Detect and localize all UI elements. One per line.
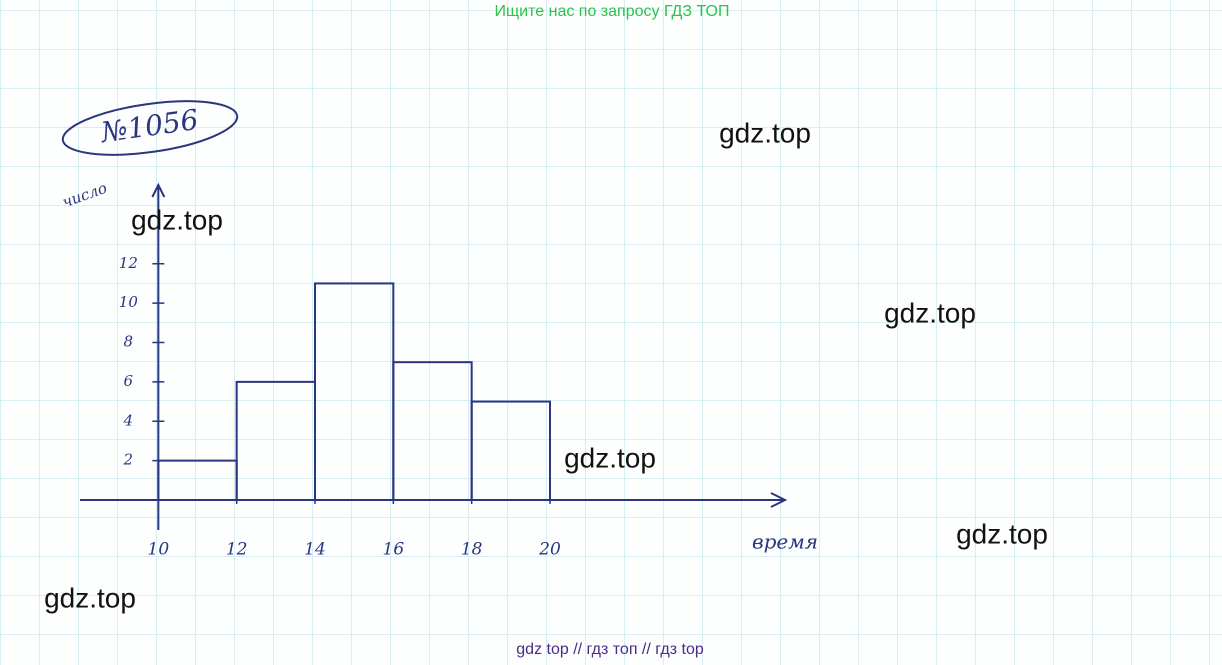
x-tick-label: 16 bbox=[383, 540, 405, 560]
x-tick-label: 18 bbox=[461, 540, 483, 560]
y-tick-label: 6 bbox=[124, 372, 134, 390]
watermark: gdz.top bbox=[564, 442, 656, 473]
title-ellipse bbox=[61, 100, 239, 156]
header: Ищите нас по запросу ГДЗ ТОП bbox=[495, 3, 730, 20]
y-tick-label: 12 bbox=[119, 254, 138, 272]
bar bbox=[235, 380, 317, 501]
watermark: gdz.top bbox=[956, 518, 1048, 549]
watermark: gdz.top bbox=[719, 117, 811, 148]
bar bbox=[157, 459, 238, 501]
y-axis-arrow bbox=[151, 182, 166, 198]
bar bbox=[470, 400, 551, 501]
bar bbox=[314, 282, 395, 501]
x-axis-arrow bbox=[770, 492, 788, 508]
watermark: gdz.top bbox=[44, 582, 136, 613]
watermark: gdz.top bbox=[884, 297, 976, 328]
x-tick-label: 14 bbox=[304, 540, 326, 560]
y-tick-label: 2 bbox=[123, 451, 134, 469]
y-tick-label: 4 bbox=[123, 411, 134, 429]
x-tick-label: 12 bbox=[226, 540, 248, 560]
x-tick-label: 20 bbox=[538, 540, 561, 560]
bar bbox=[392, 361, 473, 501]
y-tick-label: 10 bbox=[119, 293, 139, 311]
x-tick-label: 10 bbox=[148, 540, 170, 560]
footer: gdz top // гдз топ // гдз top bbox=[516, 641, 704, 658]
y-tick-label: 8 bbox=[124, 333, 134, 351]
x-axis-label: время bbox=[752, 530, 818, 554]
y-axis-label: число bbox=[60, 179, 109, 212]
watermark: gdz.top bbox=[131, 204, 223, 235]
